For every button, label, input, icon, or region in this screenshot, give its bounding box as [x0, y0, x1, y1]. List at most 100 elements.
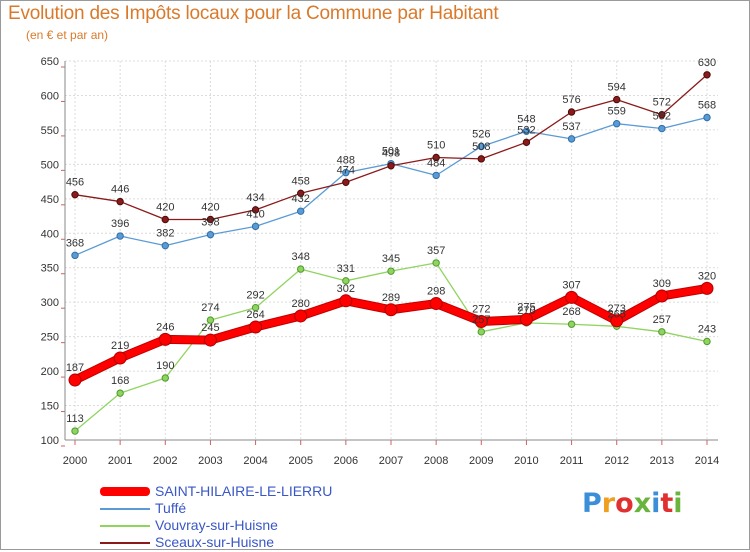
y-tick-label: 450 — [41, 194, 59, 206]
x-tick-label: 2014 — [695, 455, 719, 467]
data-point — [567, 135, 576, 143]
data-point — [116, 197, 124, 206]
data-label: 420 — [156, 201, 174, 213]
x-tick-label: 2003 — [198, 455, 222, 467]
data-point — [251, 303, 260, 312]
data-point — [429, 297, 443, 311]
data-point — [703, 113, 711, 122]
data-label: 410 — [246, 208, 264, 220]
data-point — [206, 215, 215, 224]
data-label: 526 — [472, 128, 490, 140]
data-point — [477, 155, 485, 163]
data-label: 488 — [337, 155, 355, 167]
data-label: 357 — [427, 245, 445, 257]
data-label: 307 — [562, 279, 580, 291]
y-tick-label: 100 — [41, 435, 59, 447]
data-point — [703, 71, 711, 79]
data-label: 348 — [292, 251, 310, 263]
data-point — [161, 215, 169, 224]
data-point — [567, 108, 576, 116]
y-tick-label: 550 — [41, 125, 59, 137]
data-label: 594 — [608, 82, 626, 94]
data-label: 187 — [66, 362, 84, 374]
data-label: 396 — [111, 218, 129, 230]
y-tick-label: 350 — [41, 263, 59, 275]
data-label: 368 — [66, 237, 84, 249]
data-point — [610, 314, 624, 328]
proxiti-logo: Proxiti — [582, 488, 683, 519]
data-point — [71, 427, 79, 435]
data-label: 548 — [517, 113, 535, 125]
data-point — [339, 294, 353, 308]
data-point — [613, 120, 621, 128]
data-point — [116, 389, 124, 397]
data-label: 265 — [608, 308, 626, 320]
data-label: 630 — [698, 57, 716, 69]
data-label: 219 — [111, 340, 129, 352]
data-label: 508 — [472, 141, 490, 153]
data-label: 272 — [472, 303, 490, 315]
data-point — [161, 241, 169, 250]
logo-letter: x — [633, 488, 652, 519]
data-point — [342, 178, 350, 186]
data-label: 309 — [653, 278, 671, 290]
y-tick-label: 600 — [41, 90, 59, 102]
data-point — [658, 328, 666, 336]
data-label: 458 — [292, 175, 310, 187]
data-point — [432, 171, 440, 180]
data-label: 532 — [517, 124, 535, 136]
data-label: 474 — [337, 164, 355, 176]
legend-label: Vouvray-sur-Huisne — [155, 517, 278, 533]
data-label: 498 — [382, 148, 400, 160]
y-tick-label: 150 — [41, 401, 59, 413]
data-point — [206, 316, 215, 324]
data-point — [655, 289, 669, 303]
data-label: 245 — [201, 322, 219, 334]
data-point — [522, 138, 531, 147]
data-label: 298 — [427, 286, 445, 298]
data-label: 275 — [517, 301, 535, 313]
data-point — [387, 267, 395, 275]
x-tick-label: 2005 — [288, 455, 312, 467]
data-label: 484 — [427, 157, 445, 169]
legend-swatch — [100, 542, 150, 544]
data-point — [700, 281, 714, 295]
data-point — [432, 259, 440, 267]
data-label: 576 — [562, 94, 580, 106]
data-label: 559 — [608, 106, 626, 118]
legend-label: Tuffé — [155, 500, 187, 516]
legend-label: SAINT-HILAIRE-LE-LIERRU — [155, 483, 333, 499]
data-point — [161, 374, 169, 382]
data-point — [384, 303, 398, 317]
data-point — [68, 373, 82, 387]
data-point — [297, 189, 305, 198]
x-tick-label: 2007 — [379, 455, 403, 467]
y-tick-label: 400 — [41, 228, 59, 240]
data-label: 568 — [698, 100, 716, 112]
data-label: 168 — [111, 375, 129, 387]
data-point — [567, 320, 576, 328]
x-tick-label: 2004 — [243, 455, 267, 467]
data-point — [71, 251, 79, 260]
data-label: 501 — [382, 146, 400, 158]
chart-title: Evolution des Impôts locaux pour la Comm… — [8, 3, 499, 24]
data-label: 273 — [608, 303, 626, 315]
data-label: 246 — [156, 321, 174, 333]
data-point — [658, 111, 666, 119]
data-label: 510 — [427, 139, 445, 151]
data-label: 302 — [337, 283, 355, 295]
x-tick-label: 2000 — [63, 455, 87, 467]
data-label: 274 — [201, 302, 219, 314]
data-point — [294, 309, 308, 323]
chart-subtitle: (en € et par an) — [26, 28, 109, 42]
data-point — [474, 314, 488, 328]
logo-letter: r — [601, 488, 616, 519]
data-point — [342, 168, 350, 177]
data-point — [297, 265, 305, 273]
y-tick-label: 300 — [41, 297, 59, 309]
data-label: 113 — [66, 413, 84, 425]
data-label: 434 — [246, 192, 264, 204]
data-label: 270 — [517, 305, 535, 317]
data-label: 280 — [292, 298, 310, 310]
